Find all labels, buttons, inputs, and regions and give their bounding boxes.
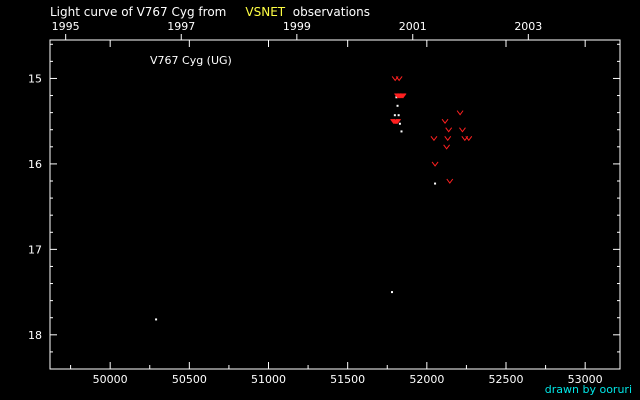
fainter-than-mark — [465, 135, 473, 142]
observation-point — [400, 130, 403, 133]
fainter-than-mark — [395, 76, 403, 82]
y-tick-label: 16 — [28, 158, 42, 171]
fainter-than-mark — [393, 118, 401, 125]
x-tick-label: 50500 — [172, 373, 207, 386]
plot-frame — [49, 39, 621, 370]
year-tick-label: 2003 — [514, 20, 542, 33]
title-suffix: observations — [292, 5, 371, 19]
fainter-than-mark — [441, 118, 449, 125]
fainter-than-mark — [394, 118, 401, 125]
fainter-than-mark — [392, 118, 400, 125]
x-tick-label: 50000 — [93, 373, 128, 386]
fainter-than-mark — [446, 178, 454, 184]
year-tick-label: 1997 — [167, 20, 195, 33]
fainter-than-mark — [430, 135, 438, 142]
y-tick-label: 15 — [28, 72, 42, 85]
fainter-than-mark — [398, 93, 405, 99]
fainter-than-mark — [459, 127, 466, 133]
fainter-than-mark — [431, 161, 439, 167]
fainter-than-mark — [398, 93, 406, 99]
credit-label: drawn by ooruri — [544, 383, 632, 396]
x-tick-label: 51500 — [330, 373, 365, 386]
observation-point — [434, 182, 437, 185]
x-tick-label: 52000 — [409, 373, 444, 386]
observation-point — [393, 114, 396, 117]
observation-point — [395, 96, 398, 99]
year-tick-label: 1995 — [52, 20, 80, 33]
fainter-than-mark — [399, 93, 407, 99]
fainter-than-mark — [445, 127, 453, 133]
x-tick-label: 51000 — [251, 373, 286, 386]
year-tick-label: 1999 — [283, 20, 311, 33]
observation-point — [397, 114, 400, 117]
observation-point — [396, 104, 399, 107]
chart-title: Light curve of V767 Cyg from VSNET obser… — [50, 5, 370, 19]
fainter-than-mark — [390, 118, 398, 125]
star-name-annotation: V767 Cyg (UG) — [150, 54, 232, 67]
fainter-than-mark — [456, 110, 464, 116]
year-tick-label: 2001 — [399, 20, 427, 33]
fainter-than-mark — [396, 93, 404, 99]
y-tick-label: 17 — [28, 243, 42, 256]
observation-point — [398, 122, 401, 125]
fainter-than-mark — [391, 118, 399, 125]
fainter-than-mark — [397, 93, 405, 99]
observation-point — [155, 318, 158, 321]
x-tick-label: 52500 — [489, 373, 524, 386]
x-tick-label: 53000 — [568, 373, 603, 386]
fainter-than-mark — [443, 144, 451, 150]
y-tick-label: 18 — [28, 329, 42, 342]
observation-point — [391, 291, 393, 294]
title-source: VSNET — [245, 5, 286, 19]
fainter-than-mark — [444, 135, 452, 142]
title-prefix: Light curve of V767 Cyg from — [50, 5, 227, 19]
